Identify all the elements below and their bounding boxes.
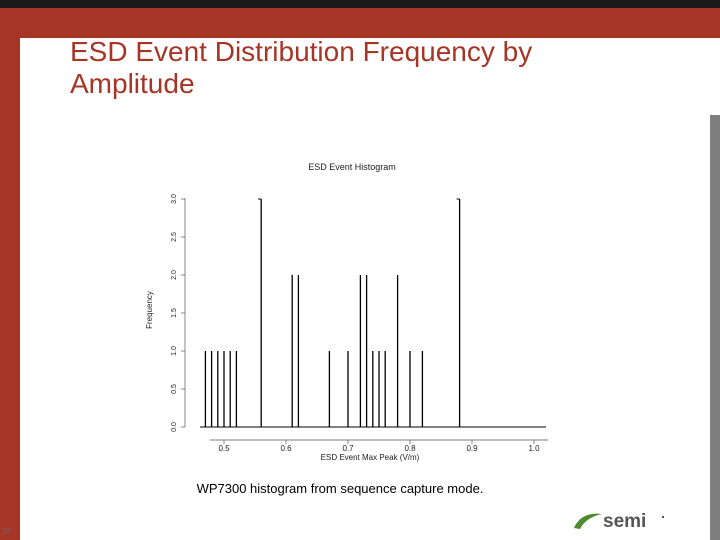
slide-title: ESD Event Distribution Frequency by Ampl… xyxy=(70,36,533,100)
histogram-chart: ESD Event Histogram ESD Event Max Peak (… xyxy=(145,162,548,462)
y-tick-label: 0.0 xyxy=(171,422,178,432)
y-tick-label: 2.0 xyxy=(171,270,178,280)
top-dark-bar xyxy=(0,0,720,8)
x-tick-label: 0.7 xyxy=(342,444,354,453)
left-sidebar-band xyxy=(0,38,20,540)
header-band xyxy=(0,8,720,38)
right-edge-strip xyxy=(710,115,720,540)
logo-mark-icon xyxy=(662,516,664,518)
content-corner xyxy=(20,38,60,78)
x-tick-label: 1.0 xyxy=(528,444,540,453)
y-tick-label: 1.0 xyxy=(171,346,178,356)
semi-logo: semi xyxy=(574,511,664,532)
x-tick-label: 0.6 xyxy=(280,444,292,453)
x-tick-label: 0.8 xyxy=(404,444,416,453)
chart-xlabel: ESD Event Max Peak (V/m) xyxy=(321,453,420,462)
x-tick-label: 0.9 xyxy=(466,444,478,453)
chart-title: ESD Event Histogram xyxy=(308,162,396,172)
chart-ylabel: Frequency xyxy=(145,291,154,329)
logo-swoosh-icon xyxy=(574,513,602,529)
y-tick-label: 1.5 xyxy=(171,308,178,318)
y-tick-label: 0.5 xyxy=(171,384,178,394)
page-number: 20 xyxy=(2,527,11,536)
x-tick-label: 0.5 xyxy=(218,444,230,453)
y-tick-label: 3.0 xyxy=(171,194,178,204)
y-tick-label: 2.5 xyxy=(171,232,178,242)
logo-wordmark: semi xyxy=(603,511,646,532)
chart-caption: WP7300 histogram from sequence capture m… xyxy=(196,481,484,496)
